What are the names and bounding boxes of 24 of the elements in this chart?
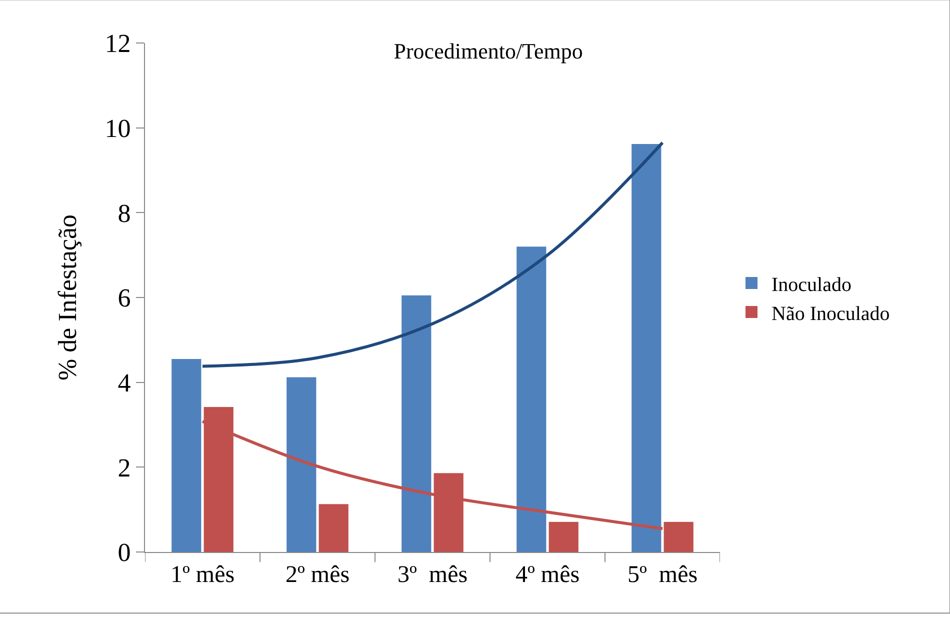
bar <box>402 295 432 552</box>
line-series <box>201 141 664 368</box>
x-tick-label: 3º mês <box>397 562 468 588</box>
legend-label: Inoculado <box>772 274 852 296</box>
bar <box>172 359 202 552</box>
y-tick-label: 12 <box>104 29 131 58</box>
x-tick-label: 4º mês <box>515 562 580 588</box>
x-tick-label: 2º mês <box>285 562 350 588</box>
chart-title: Procedimento/Tempo <box>394 38 583 64</box>
bar <box>548 522 578 552</box>
x-tick-label: 1º mês <box>170 562 235 588</box>
y-tick-label: 6 <box>118 284 131 313</box>
legend-label: Não Inoculado <box>772 302 890 325</box>
bar <box>286 377 316 552</box>
y-tick-label: 4 <box>118 368 131 398</box>
bar <box>516 246 546 552</box>
bar <box>632 144 662 552</box>
bar <box>318 504 348 552</box>
y-tick-label: 0 <box>118 538 131 568</box>
y-tick-label: 8 <box>118 198 131 228</box>
y-tick-label: 2 <box>118 453 131 482</box>
x-tick-label: 5º mês <box>627 562 698 588</box>
y-tick-label: 10 <box>104 114 131 143</box>
y-axis-title: % de Infestação <box>53 214 82 381</box>
